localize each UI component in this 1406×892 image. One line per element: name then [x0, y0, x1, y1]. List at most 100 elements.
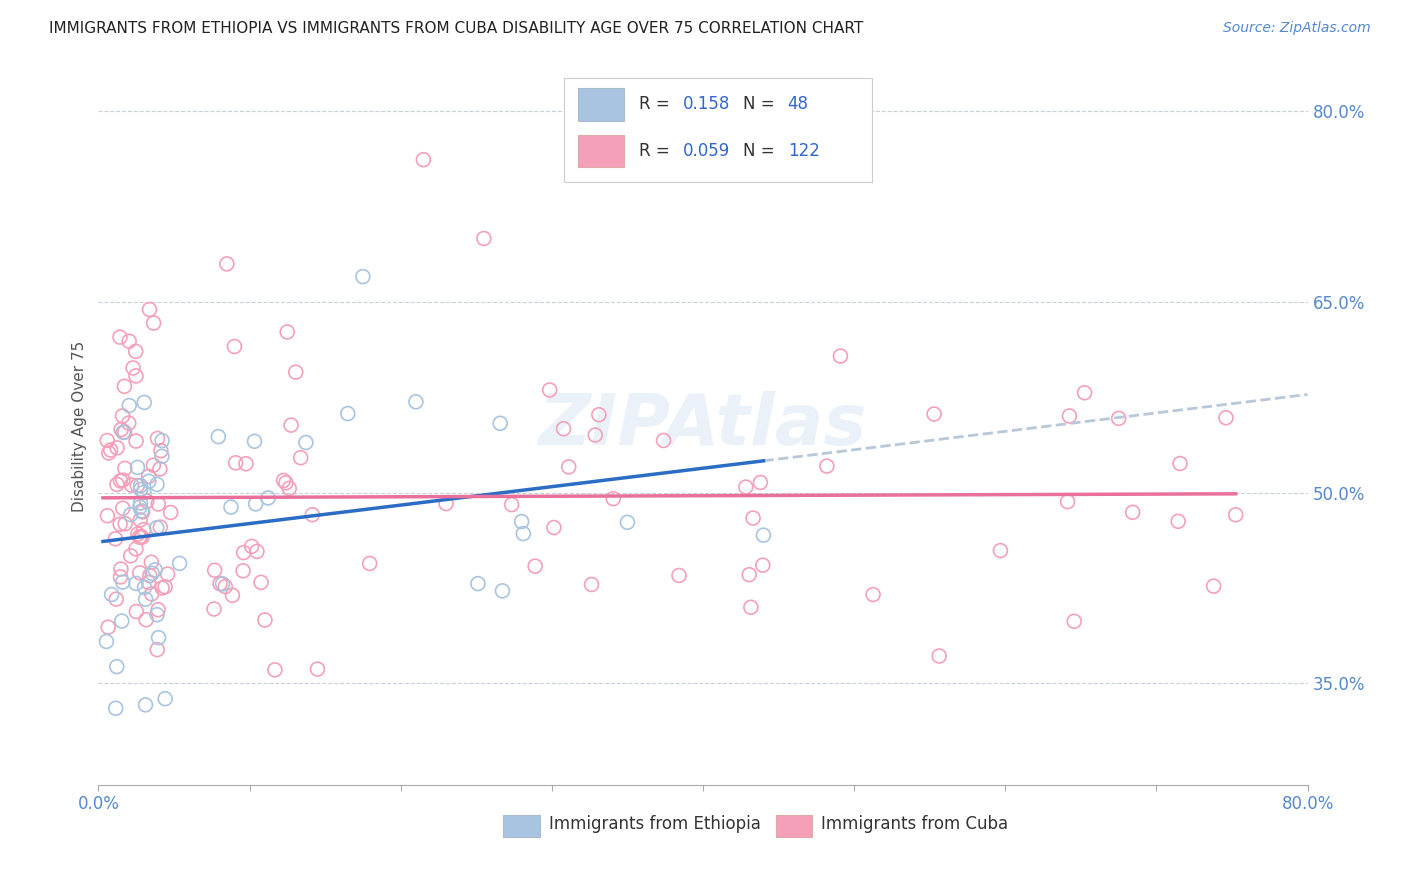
Point: [159, 506, 181, 520]
Point: [108, 330, 131, 344]
Point: [467, 576, 489, 591]
Point: [146, 642, 169, 657]
Point: [150, 581, 173, 595]
Point: [135, 592, 157, 607]
Point: [146, 607, 169, 622]
Point: [135, 613, 157, 627]
Point: [111, 614, 134, 628]
Point: [232, 564, 254, 578]
Point: [489, 417, 512, 431]
Point: [112, 425, 135, 440]
Point: [125, 541, 148, 556]
Point: [557, 459, 579, 474]
FancyBboxPatch shape: [578, 135, 624, 168]
Point: [118, 399, 141, 413]
Point: [150, 434, 173, 448]
Point: [114, 425, 136, 439]
Point: [129, 500, 152, 515]
Point: [100, 587, 122, 601]
Point: [204, 563, 226, 577]
Text: Immigrants from Cuba: Immigrants from Cuba: [821, 815, 1008, 833]
FancyBboxPatch shape: [503, 815, 540, 837]
Point: [169, 557, 191, 571]
Point: [125, 576, 148, 591]
Point: [512, 526, 534, 541]
Point: [105, 659, 128, 673]
Point: [246, 544, 269, 558]
Point: [141, 555, 163, 569]
Point: [922, 407, 945, 421]
Point: [131, 505, 153, 519]
Point: [146, 521, 169, 535]
Point: [148, 631, 170, 645]
Point: [128, 566, 150, 580]
Text: 48: 48: [787, 95, 808, 113]
FancyBboxPatch shape: [776, 815, 811, 837]
Point: [146, 603, 169, 617]
Point: [232, 545, 254, 559]
Text: 122: 122: [787, 142, 820, 160]
Point: [129, 513, 152, 527]
Point: [138, 568, 160, 582]
Point: [352, 269, 374, 284]
Point: [122, 361, 145, 376]
Point: [862, 588, 884, 602]
Point: [336, 407, 359, 421]
Point: [142, 316, 165, 330]
Point: [104, 532, 127, 546]
Point: [129, 496, 152, 510]
Point: [274, 475, 297, 490]
Point: [110, 474, 132, 488]
Point: [207, 430, 229, 444]
Point: [253, 613, 276, 627]
Point: [214, 580, 236, 594]
Point: [129, 478, 152, 492]
Point: [125, 344, 148, 359]
Point: [127, 527, 149, 541]
Point: [150, 450, 173, 464]
Text: ZIPAtlas: ZIPAtlas: [538, 392, 868, 460]
Text: Source: ZipAtlas.com: Source: ZipAtlas.com: [1223, 21, 1371, 36]
Point: [301, 508, 323, 522]
Point: [211, 577, 233, 591]
FancyBboxPatch shape: [578, 88, 624, 120]
Point: [125, 434, 148, 448]
Point: [138, 469, 160, 483]
Point: [243, 434, 266, 449]
Point: [524, 559, 547, 574]
Point: [125, 368, 148, 383]
Point: [1202, 579, 1225, 593]
Point: [830, 349, 852, 363]
Point: [111, 473, 134, 487]
Point: [138, 475, 160, 489]
Point: [583, 428, 606, 442]
Point: [121, 478, 143, 492]
Text: R =: R =: [638, 142, 675, 160]
Point: [134, 395, 156, 409]
Point: [588, 408, 610, 422]
Point: [749, 475, 772, 490]
Text: 0.059: 0.059: [682, 142, 730, 160]
Text: 0.158: 0.158: [682, 95, 730, 113]
Point: [740, 600, 762, 615]
Point: [221, 588, 243, 602]
Point: [472, 231, 495, 245]
Point: [111, 409, 134, 423]
Point: [138, 302, 160, 317]
Point: [142, 458, 165, 473]
Point: [141, 566, 163, 581]
Point: [129, 483, 152, 497]
Point: [110, 570, 132, 584]
Point: [734, 480, 756, 494]
Y-axis label: Disability Age Over 75: Disability Age Over 75: [72, 341, 87, 511]
Point: [96, 434, 118, 448]
Point: [491, 583, 513, 598]
Point: [235, 457, 257, 471]
Point: [1168, 457, 1191, 471]
Point: [110, 423, 132, 437]
Point: [510, 515, 533, 529]
Point: [1167, 514, 1189, 528]
Point: [120, 549, 142, 563]
Point: [135, 494, 157, 508]
Point: [114, 461, 136, 475]
